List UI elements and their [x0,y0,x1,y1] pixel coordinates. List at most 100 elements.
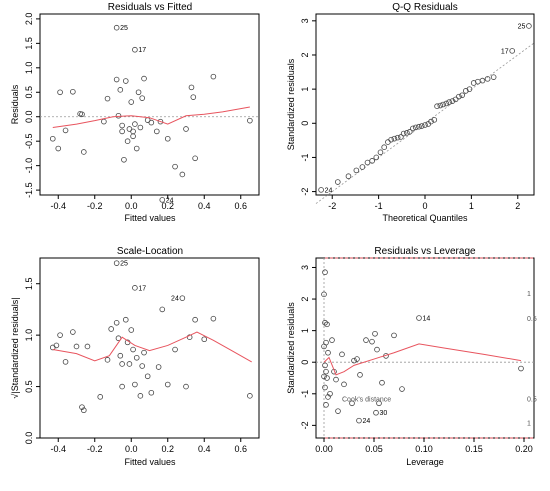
panel-4-data-point [372,330,378,337]
panel-1-data-point [159,197,166,203]
panel-2-point-label: 17 [501,48,509,55]
panel-3-y-tick-label: 0.0 [24,432,34,445]
panel-2-data-point [446,99,452,105]
panel-4-data-point [349,400,355,407]
panel-2-data-point [412,124,419,131]
panel-4-data-point [322,269,328,276]
panel-4-cooks-level-label: 1 [527,291,531,298]
panel-3-data-point [122,316,129,323]
panel-3-data-point [97,394,104,400]
panel-3-data-point [144,373,151,380]
panel-2-data-point [388,136,394,143]
panel-3-data-point [113,260,120,266]
panel-2-data-point [345,173,352,180]
panel-4-data-point [363,337,369,343]
panel-3-data-point [126,361,133,367]
panel-4-data-point [324,321,330,328]
panel-3-data-point [53,342,60,349]
panel-4-x-tick-label: 0.10 [415,444,433,454]
panel-2-data-point [406,129,413,135]
panel-4-cooks-level-label: 0.5 [527,397,537,404]
panel-3-data-point [139,363,146,369]
panel-2-data-point [428,118,434,125]
panel-3-title: Scale-Location [117,246,183,257]
panel-1-data-point [49,135,56,142]
panel-1-x-tick-label: 0.2 [161,201,174,211]
panel-4-y-tick-label: -1 [300,390,310,398]
panel-1-data-point [115,112,122,119]
panel-1-x-tick-label: 0.4 [198,201,211,211]
panel-4-data-point [356,417,362,424]
panel-1-y-tick-label: 2.0 [24,13,34,26]
panel-3-data-point [159,306,166,313]
panel-4-data-point [399,386,405,392]
panel-3-data-point [117,352,124,359]
panel-4-y-tick-label: 3 [300,265,310,270]
panel-2-data-point [440,101,446,108]
panel-3-plot-frame [39,257,260,439]
panel-1-y-tick-label: 1.0 [24,62,34,75]
panel-2-data-point [410,125,416,132]
panel-4-data-point [327,390,333,397]
panel-2-point-label: 25 [518,23,526,30]
panel-1-point-label: 24 [166,197,174,204]
panel-4-x-axis-label: Leverage [406,457,444,467]
panel-2-data-point [452,96,459,103]
panel-2-data-point [437,102,444,109]
panel-4-data-point [335,408,341,414]
panel-4-data-point [374,346,380,353]
panel-2-data-point [353,167,360,174]
panel-3-data-point [79,404,85,410]
panel-2-data-point [434,103,440,110]
panel-3-y-tick-label: 1.5 [24,277,34,290]
panel-3-data-point [132,381,138,388]
panel-3-x-tick-label: -0.4 [50,444,66,454]
panel-2-data-point [466,86,473,92]
panel-3-data-point [108,326,114,332]
panel-3-point-label: 25 [120,261,128,268]
panel-3-data-point [183,383,189,390]
panel-4-data-point [333,376,339,383]
panel-2-data-point [526,23,532,29]
panel-4-point-label: 14 [423,316,431,323]
panel-3-y-tick-label: 0.5 [24,380,34,393]
panel-1-title: Residuals vs Fitted [108,2,192,13]
panel-1-data-point [179,171,186,178]
panel-1-data-point [81,149,87,155]
panel-4-data-point [354,356,360,362]
panel-2-data-point [364,159,371,166]
panel-1-y-tick-label: -0.5 [24,133,34,149]
panel-4-point-label: 24 [363,418,371,425]
panel-1-data-point [154,128,160,135]
panel-1-data-point [113,76,120,83]
panel-2-data-point [479,77,486,84]
panel-4-data-point [351,357,357,364]
panel-1-data-point [192,155,198,162]
panel-1-x-tick-label: 0.6 [234,201,247,211]
panel-1-data-point [130,128,136,135]
panel-4-data-point [323,368,329,375]
panel-3-data-point [57,332,63,338]
panel-2-data-point [422,122,428,128]
panel-4-data-point [321,373,327,380]
panel-2-data-point [400,130,407,137]
panel-4-y-tick-label: 2 [300,297,310,302]
panel-3-data-point [128,327,135,333]
panel-3-data-point [130,346,136,353]
panel-3-data-point [172,346,178,353]
panel-2-data-point [449,98,456,104]
panel-4-data-point [325,349,331,356]
panel-1-data-point [157,118,164,125]
panel-1-data-point [188,84,195,91]
panel-2-data-point [394,134,401,141]
panel-4-cooks-distance-label: Cook's distance [342,397,391,404]
panel-2-data-point [377,149,384,156]
panel-1-data-point [190,94,197,100]
panel-4-plot-frame [315,257,535,439]
panel-4-data-point [329,337,335,343]
panel-3-data-point [119,383,125,390]
panel-3-data-point [164,381,171,388]
panel-2-data-point [456,93,462,100]
panel-2-x-tick-label: -2 [328,201,336,211]
